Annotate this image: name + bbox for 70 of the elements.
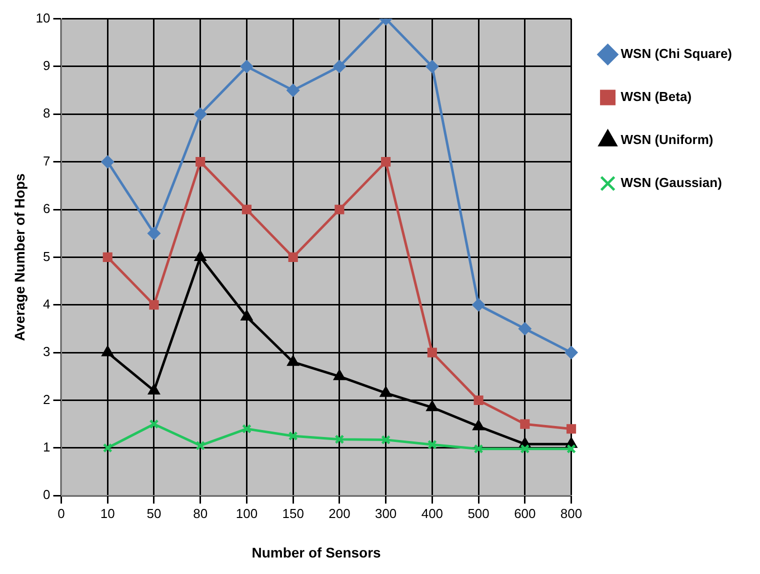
point xyxy=(196,440,206,450)
point xyxy=(102,346,114,356)
point xyxy=(149,419,159,429)
y-tick-label: 5 xyxy=(43,248,50,264)
point xyxy=(286,84,300,97)
point xyxy=(518,322,532,335)
point xyxy=(334,434,344,444)
point xyxy=(472,298,485,312)
x-axis-title: Number of Sensors xyxy=(252,544,382,560)
point xyxy=(381,435,391,445)
point xyxy=(102,252,112,262)
point xyxy=(241,310,252,321)
legend-label: WSN (Chi Square) xyxy=(620,46,732,62)
x-tick-label: 80 xyxy=(193,506,208,521)
point xyxy=(334,204,344,214)
y-tick-label: 2 xyxy=(43,392,50,407)
legend-label: WSN (Gaussian) xyxy=(620,175,722,190)
y-tick-label: 8 xyxy=(43,106,50,121)
point xyxy=(474,395,484,406)
point xyxy=(288,431,298,441)
point xyxy=(288,356,299,366)
point xyxy=(334,370,346,380)
legend-label: WSN (Beta) xyxy=(620,89,692,104)
point xyxy=(566,444,576,454)
y-axis-title: Average Number of Hops xyxy=(11,173,28,341)
x-tick-label: 500 xyxy=(468,506,490,521)
x-tick-label: 150 xyxy=(282,506,304,521)
x-tick-label: 10 xyxy=(100,506,115,521)
point xyxy=(427,440,437,450)
x-tick-label: 600 xyxy=(514,506,536,521)
y-tick-label: 6 xyxy=(43,201,50,216)
point xyxy=(380,386,392,397)
point xyxy=(520,444,530,454)
point xyxy=(194,108,207,120)
point xyxy=(242,204,252,214)
point xyxy=(148,227,160,240)
y-tick-label: 0 xyxy=(43,487,50,502)
x-tick-label: 100 xyxy=(236,506,258,521)
point xyxy=(149,300,159,310)
point xyxy=(333,60,346,73)
y-tick-label: 1 xyxy=(43,440,50,454)
point xyxy=(148,384,160,394)
x-tick-label: 50 xyxy=(146,506,162,521)
point xyxy=(427,348,437,358)
x-tick-label: 200 xyxy=(328,506,350,521)
y-tick-label: 7 xyxy=(43,153,50,168)
x-tick-label: 800 xyxy=(560,506,582,521)
point xyxy=(196,157,206,167)
point xyxy=(240,60,253,73)
legend-label: WSN (Uniform) xyxy=(620,132,714,148)
y-tick-label: 10 xyxy=(36,10,50,26)
point xyxy=(102,443,112,453)
point xyxy=(472,420,484,430)
point xyxy=(242,424,252,434)
point xyxy=(101,156,114,168)
point xyxy=(426,60,438,73)
y-tick-label: 9 xyxy=(43,58,50,74)
point xyxy=(474,444,484,454)
y-tick-label: 3 xyxy=(43,344,50,360)
y-tick-label: 4 xyxy=(43,296,50,312)
x-tick-label: 300 xyxy=(374,506,397,521)
point xyxy=(381,157,391,167)
x-tick-label: 0 xyxy=(58,506,65,521)
point xyxy=(520,419,530,429)
point xyxy=(426,401,438,412)
point xyxy=(566,424,576,434)
point xyxy=(565,346,578,359)
point xyxy=(288,252,298,262)
point xyxy=(194,250,206,261)
x-tick-label: 400 xyxy=(421,506,444,521)
